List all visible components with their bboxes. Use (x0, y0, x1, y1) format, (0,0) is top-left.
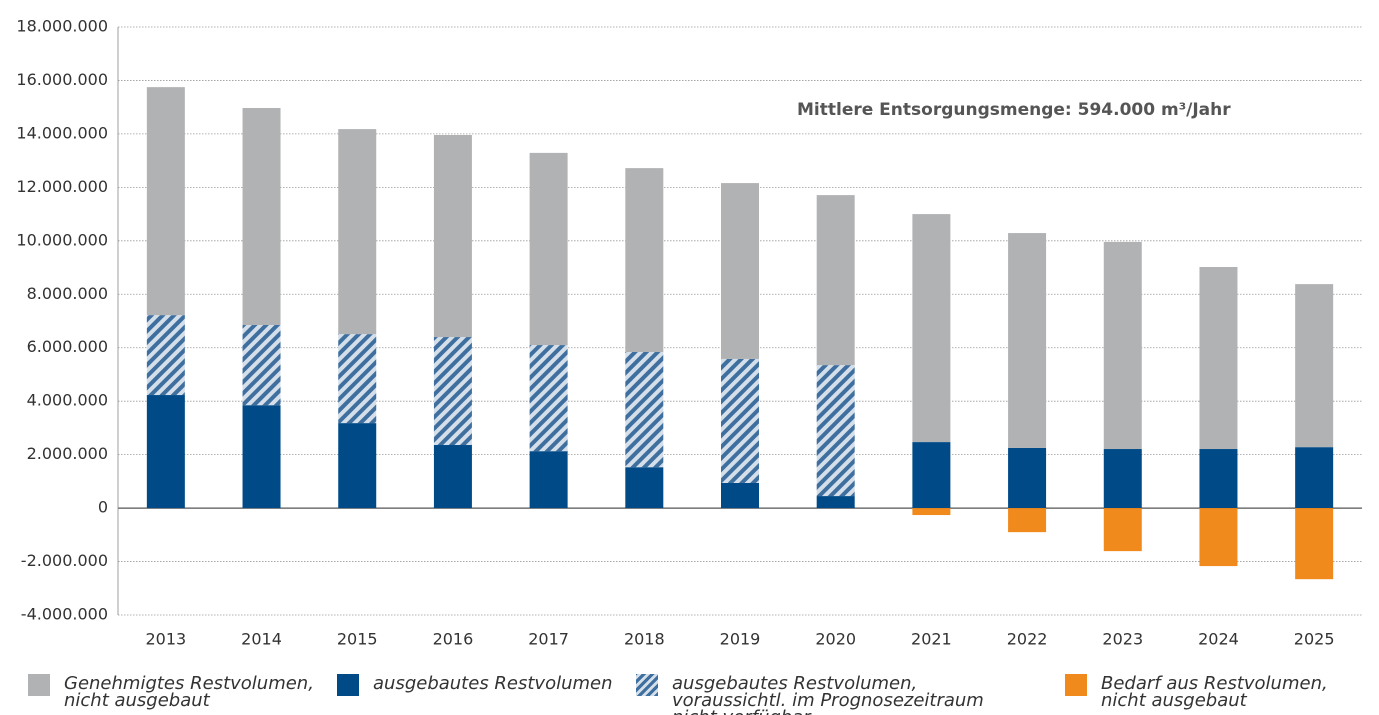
bar-segment (529, 345, 568, 452)
bar-segment (1295, 284, 1334, 448)
x-tick-label: 2024 (1198, 630, 1239, 649)
y-tick-label: 2.000.000 (27, 444, 108, 463)
x-tick-label: 2020 (815, 630, 856, 649)
bar-segment (433, 445, 472, 509)
x-tick-label: 2018 (624, 630, 665, 649)
y-tick-label: 0 (98, 498, 108, 517)
y-tick-label: 16.000.000 (16, 70, 108, 89)
bar-segment (433, 134, 472, 338)
legend-swatch (636, 674, 658, 696)
x-tick-label: 2013 (145, 630, 186, 649)
bar-segment (433, 337, 472, 446)
bar-segment (1008, 447, 1047, 509)
bar-segment (1008, 233, 1047, 448)
bar-segment (529, 152, 568, 346)
bar-segment (912, 442, 951, 509)
bar-segment (721, 183, 759, 359)
y-tick-label: 4.000.000 (27, 391, 108, 410)
x-tick-label: 2025 (1294, 630, 1335, 649)
bar-segment (242, 107, 281, 326)
bar-segment (242, 405, 281, 509)
bar-segment (1008, 508, 1047, 533)
bar-segment (1199, 449, 1238, 509)
legend-item: Genehmigtes Restvolumen, nicht ausgebaut (28, 664, 314, 711)
bar-segment (1103, 449, 1142, 509)
bar-segment (625, 352, 664, 468)
y-tick-label: -4.000.000 (21, 605, 108, 624)
bar-segment (721, 482, 759, 509)
x-tick-label: 2022 (1007, 630, 1048, 649)
bar-segment (721, 358, 759, 483)
legend-swatch (337, 674, 359, 696)
y-tick-label: -2.000.000 (21, 551, 108, 570)
bar-segment (146, 315, 185, 396)
y-tick-label: 14.000.000 (16, 123, 108, 142)
legend-label: ausgebautes Restvolumen, voraussichtl. i… (672, 673, 984, 715)
annotation: Mittlere Entsorgungsmenge: 594.000 m³/Ja… (797, 100, 1231, 120)
legend-swatch (1065, 674, 1087, 696)
bar-segment (146, 87, 185, 316)
bar-segment (146, 395, 185, 509)
bar-segment (625, 168, 664, 353)
y-tick-label: 6.000.000 (27, 337, 108, 356)
bar-segment (338, 423, 377, 509)
bar-segment (1295, 508, 1334, 580)
bar-segment (816, 365, 855, 497)
x-tick-label: 2015 (337, 630, 378, 649)
legend-label: ausgebautes Restvolumen (373, 673, 613, 694)
bar-segment (1199, 508, 1238, 567)
bar-segment (816, 195, 855, 366)
x-tick-label: 2019 (720, 630, 761, 649)
bar-segment (1103, 508, 1142, 552)
bar-segment (1199, 267, 1238, 450)
legend-item: ausgebautes Restvolumen, voraussichtl. i… (636, 664, 1027, 715)
y-tick-label: 10.000.000 (16, 230, 108, 249)
x-tick-label: 2021 (911, 630, 952, 649)
y-tick-label: 8.000.000 (27, 284, 108, 303)
legend-item: Bedarf aus Restvolumen, nicht ausgebaut (1065, 664, 1331, 711)
y-tick-label: 12.000.000 (16, 177, 108, 196)
bar-segment (1295, 447, 1334, 509)
bar-segment (625, 467, 664, 509)
x-tick-label: 2014 (241, 630, 282, 649)
bar-segment (1103, 241, 1142, 450)
x-tick-label: 2017 (528, 630, 569, 649)
y-tick-label: 18.000.000 (16, 17, 108, 36)
legend-swatch (28, 674, 50, 696)
bar-segment (912, 214, 951, 443)
x-tick-label: 2016 (433, 630, 474, 649)
bar-segment (242, 325, 281, 406)
bar-segment (912, 508, 951, 516)
x-tick-label: 2023 (1102, 630, 1143, 649)
legend-label: Genehmigtes Restvolumen, nicht ausgebaut (64, 673, 314, 711)
legend-label: Bedarf aus Restvolumen, nicht ausgebaut (1101, 673, 1328, 711)
legend-item: ausgebautes Restvolumen (337, 664, 673, 696)
bar-segment (338, 129, 377, 335)
bar-segment (338, 334, 377, 424)
chart: Mittlere Entsorgungsmenge: 594.000 m³/Ja… (16, 17, 1362, 649)
bar-segment (529, 451, 568, 509)
bar-segment (816, 496, 855, 509)
